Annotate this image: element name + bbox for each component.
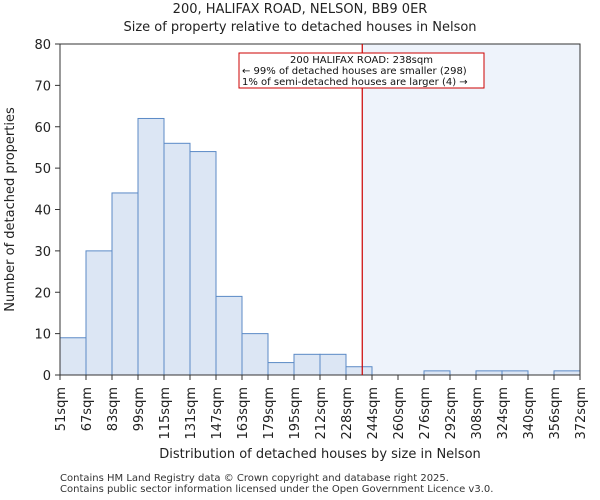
- x-tick-label: 324sqm: [496, 387, 511, 440]
- y-axis-label: Number of detached properties: [3, 107, 18, 312]
- chart-subtitle: Size of property relative to detached ho…: [123, 20, 477, 35]
- x-tick-label: 51sqm: [54, 387, 69, 431]
- annotation-box: [238, 52, 485, 89]
- annotation-line: ← 99% of detached houses are smaller (29…: [242, 66, 467, 77]
- y-tick-label: 50: [34, 162, 51, 177]
- x-axis-label: Distribution of detached houses by size …: [159, 447, 481, 462]
- histogram-bar: [241, 333, 269, 376]
- x-tick-label: 308sqm: [470, 387, 485, 440]
- histogram-bar: [319, 353, 347, 376]
- histogram-bar: [137, 117, 165, 376]
- plot-frame: [59, 43, 581, 376]
- footer-line-2: Contains public sector information licen…: [60, 484, 494, 495]
- x-tick-label: 212sqm: [314, 387, 329, 440]
- y-tick-label: 0: [43, 369, 51, 384]
- x-tick-label: 195sqm: [288, 387, 303, 440]
- histogram-bar: [189, 151, 217, 376]
- x-tick-label: 292sqm: [444, 387, 459, 440]
- x-tick-label: 67sqm: [80, 387, 95, 431]
- chart-title: 200, HALIFAX ROAD, NELSON, BB9 0ER: [172, 2, 428, 17]
- x-tick-label: 179sqm: [262, 387, 277, 440]
- y-tick-label: 10: [34, 328, 51, 343]
- x-tick-label: 260sqm: [392, 387, 407, 440]
- y-tick-label: 60: [34, 121, 51, 136]
- footer-line-1: Contains HM Land Registry data © Crown c…: [60, 473, 449, 484]
- histogram-bar: [423, 370, 451, 376]
- histogram-bar: [293, 353, 321, 376]
- x-tick-label: 244sqm: [366, 387, 381, 440]
- x-tick-label: 131sqm: [184, 387, 199, 440]
- y-tick-label: 80: [34, 38, 51, 53]
- histogram-bar: [553, 370, 581, 376]
- annotation-line: 200 HALIFAX ROAD: 238sqm: [290, 55, 433, 66]
- x-tick-label: 99sqm: [132, 387, 147, 431]
- histogram-bar: [215, 295, 243, 376]
- histogram-bar: [267, 362, 295, 376]
- histogram-bar: [501, 370, 529, 376]
- x-tick-label: 340sqm: [522, 387, 537, 440]
- y-tick-label: 70: [34, 79, 51, 94]
- x-tick-label: 372sqm: [574, 387, 589, 440]
- x-tick-label: 356sqm: [548, 387, 563, 440]
- histogram-bar: [111, 192, 139, 376]
- x-tick-label: 163sqm: [236, 387, 251, 440]
- y-tick-label: 20: [34, 286, 51, 301]
- annotation-line: 1% of semi-detached houses are larger (4…: [242, 77, 468, 88]
- histogram-bar: [85, 250, 113, 376]
- x-tick-label: 147sqm: [210, 387, 225, 440]
- histogram-bar: [59, 337, 87, 376]
- histogram-bar: [345, 366, 373, 376]
- histogram-bar: [475, 370, 503, 376]
- y-tick-label: 40: [34, 204, 51, 219]
- x-tick-label: 115sqm: [158, 387, 173, 440]
- x-tick-label: 228sqm: [340, 387, 355, 440]
- larger-region-shade: [362, 44, 580, 375]
- x-tick-label: 276sqm: [418, 387, 433, 440]
- x-tick-label: 83sqm: [106, 387, 121, 431]
- histogram-bar: [163, 142, 191, 376]
- y-tick-label: 30: [34, 245, 51, 260]
